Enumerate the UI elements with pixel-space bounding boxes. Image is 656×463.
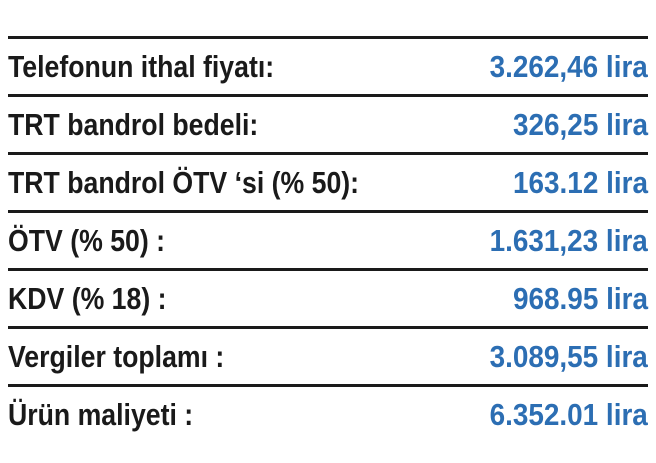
cost-table: Telefonun ithal fiyatı: 3.262,46 lira TRT … [8,36,648,442]
row-label: TRT bandrol bedeli: [8,107,259,142]
row-value: 3.262,46 lira [489,49,648,84]
row-value: 163.12 lira [513,165,648,200]
row-value: 6.352.01 lira [489,397,648,432]
row-value: 326,25 lira [513,107,648,142]
row-label: Telefonun ithal fiyatı: [8,49,275,84]
row-label: Vergiler toplamı : [8,339,225,374]
table-row: TRT bandrol bedeli: 326,25 lira [8,94,648,152]
row-label: Ürün maliyeti : [8,397,194,432]
table-row: Ürün maliyeti : 6.352.01 lira [8,384,648,442]
table-row: Telefonun ithal fiyatı: 3.262,46 lira [8,36,648,94]
table-row: Vergiler toplamı : 3.089,55 lira [8,326,648,384]
row-value: 1.631,23 lira [489,223,648,258]
row-value: 968.95 lira [513,281,648,316]
table-row: ÖTV (% 50) : 1.631,23 lira [8,210,648,268]
row-value: 3.089,55 lira [489,339,648,374]
row-label: TRT bandrol ÖTV ‘si (% 50): [8,165,360,200]
row-label: KDV (% 18) : [8,281,167,316]
table-row: KDV (% 18) : 968.95 lira [8,268,648,326]
row-label: ÖTV (% 50) : [8,223,166,258]
table-row: TRT bandrol ÖTV ‘si (% 50): 163.12 lira [8,152,648,210]
